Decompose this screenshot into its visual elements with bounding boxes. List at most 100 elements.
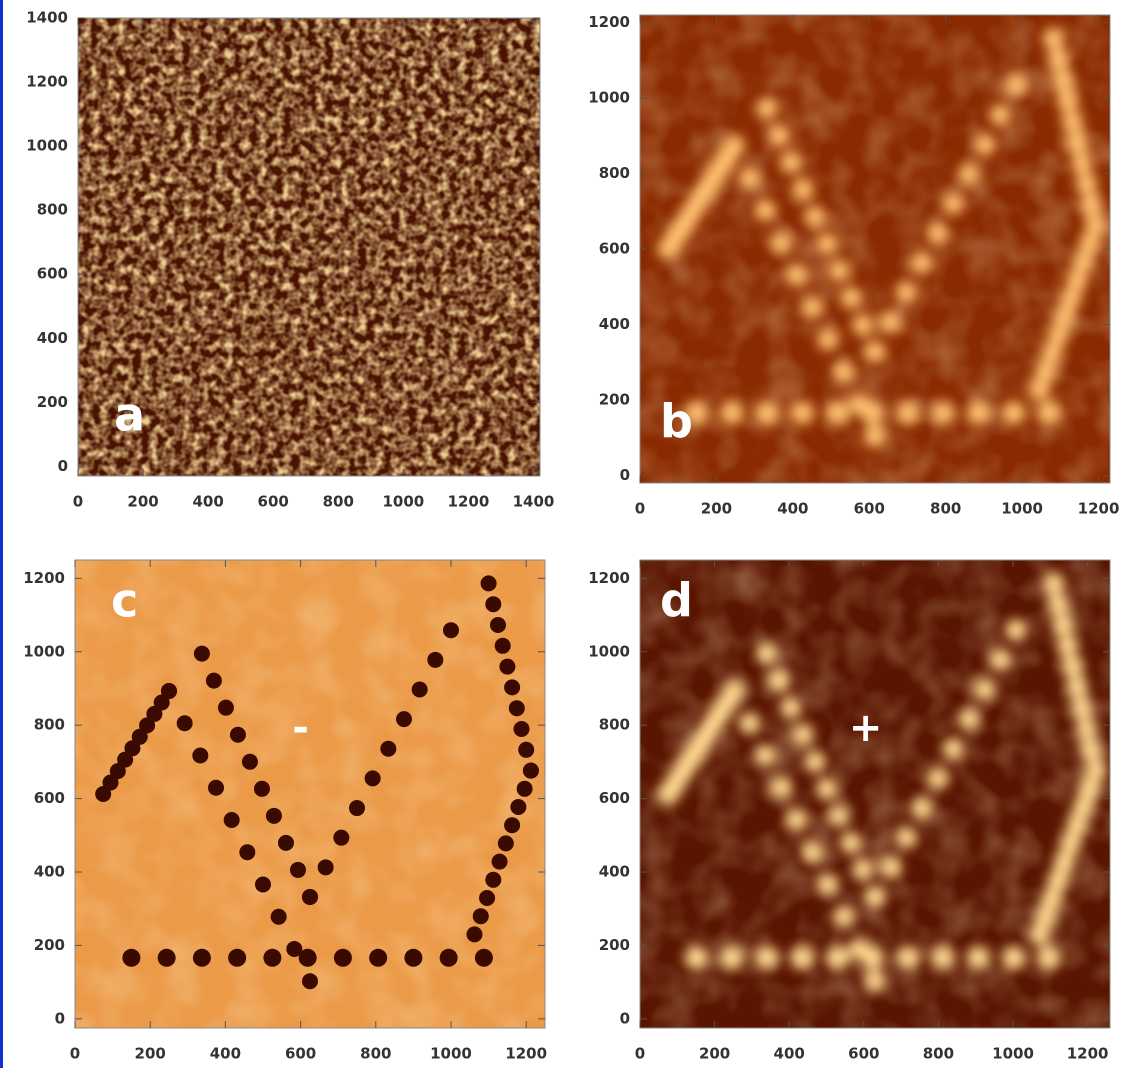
x-tick-label: 200: [135, 1045, 166, 1063]
pattern-dot: [518, 742, 534, 758]
x-tick-label: 800: [930, 500, 961, 518]
panel-label: d: [660, 574, 693, 628]
pattern-dot: [239, 844, 255, 860]
x-tick-label: 800: [923, 1045, 954, 1063]
pattern-dot: [739, 167, 761, 189]
y-tick-label: 1200: [588, 13, 630, 31]
x-tick-label: 400: [192, 493, 223, 511]
pattern-dot: [770, 232, 792, 254]
scan-image: [75, 560, 545, 1028]
pattern-dot: [206, 673, 222, 689]
pattern-dot: [369, 949, 387, 967]
pattern-dot: [864, 425, 886, 447]
y-tick-label: 0: [620, 466, 630, 484]
pattern-dot: [723, 135, 745, 157]
pattern-dot: [498, 835, 514, 851]
x-tick-label: 1400: [513, 493, 555, 511]
pattern-dot: [817, 873, 839, 895]
pattern-dot: [927, 767, 949, 789]
pattern-dot: [801, 296, 823, 318]
y-tick-label: 800: [599, 716, 630, 734]
pattern-dot: [1061, 656, 1083, 678]
pattern-dot: [158, 949, 176, 967]
x-tick-label: 1200: [505, 1045, 547, 1063]
pattern-dot: [299, 949, 317, 967]
pattern-dot: [754, 745, 776, 767]
annotation: -: [292, 705, 309, 751]
pattern-dot: [861, 401, 885, 425]
x-tick-label: 1000: [382, 493, 424, 511]
pattern-dot: [974, 678, 996, 700]
y-tick-label: 1400: [26, 9, 68, 27]
pattern-dot: [499, 659, 515, 675]
pattern-dot: [290, 862, 306, 878]
y-tick-label: 1000: [26, 137, 68, 155]
pattern-dot: [1076, 173, 1098, 195]
x-tick-label: 1200: [448, 493, 490, 511]
pattern-dot: [792, 724, 814, 746]
pattern-dot: [161, 683, 177, 699]
y-tick-label: 600: [599, 789, 630, 807]
image-texture: [78, 18, 540, 476]
pattern-dot: [895, 827, 917, 849]
y-tick-label: 600: [37, 265, 68, 283]
pattern-dot: [931, 401, 955, 425]
pattern-dot: [825, 946, 849, 970]
x-tick-label: 1200: [1078, 500, 1120, 518]
pattern-dot: [427, 652, 443, 668]
pattern-dot: [861, 946, 885, 970]
pattern-dot: [880, 856, 902, 878]
pattern-dot: [768, 125, 790, 147]
x-tick-label: 1000: [992, 1045, 1034, 1063]
y-tick-label: 800: [34, 716, 65, 734]
pattern-dot: [266, 808, 282, 824]
pattern-dot: [684, 946, 708, 970]
pattern-dot: [224, 812, 240, 828]
pattern-dot: [1005, 619, 1027, 641]
pattern-dot: [864, 341, 886, 363]
y-tick-label: 200: [37, 393, 68, 411]
pattern-dot: [966, 401, 990, 425]
x-tick-label: 0: [70, 1045, 80, 1063]
pattern-dot: [989, 104, 1011, 126]
panel-label: a: [114, 388, 145, 442]
pattern-dot: [1066, 131, 1088, 153]
pattern-dot: [271, 909, 287, 925]
pattern-dot: [896, 401, 920, 425]
pattern-dot: [790, 401, 814, 425]
pattern-dot: [780, 697, 802, 719]
pattern-dot: [380, 741, 396, 757]
pattern-dot: [790, 946, 814, 970]
pattern-dot: [833, 906, 855, 928]
x-tick-label: 1200: [1067, 1045, 1109, 1063]
pattern-dot: [509, 700, 525, 716]
pattern-dot: [931, 946, 955, 970]
pattern-dot: [479, 890, 495, 906]
figure: 0 200 400 600 800 1000 1200 1400 0 200 400 600 800 10…: [0, 0, 1124, 1068]
pattern-dot: [510, 799, 526, 815]
pattern-dot: [786, 809, 808, 831]
pattern-dot: [365, 770, 381, 786]
pattern-dot: [302, 889, 318, 905]
scan-image: [78, 18, 540, 476]
x-tick-label: 400: [774, 1045, 805, 1063]
pattern-dot: [864, 970, 886, 992]
pattern-dot: [193, 949, 211, 967]
panel-label: c: [111, 574, 138, 628]
pattern-dot: [974, 133, 996, 155]
y-tick-label: 0: [58, 457, 68, 475]
x-tick-label: 1000: [430, 1045, 472, 1063]
pattern-dot: [517, 781, 533, 797]
y-tick-label: 400: [599, 863, 630, 881]
pattern-dot: [756, 643, 778, 665]
y-tick-label: 1200: [23, 569, 65, 587]
pattern-dot: [1043, 572, 1065, 594]
pattern-dot: [833, 361, 855, 383]
y-tick-label: 400: [599, 315, 630, 333]
x-tick-label: 200: [701, 500, 732, 518]
pattern-dot: [852, 314, 874, 336]
pattern-dot: [485, 596, 501, 612]
pattern-dot: [218, 700, 234, 716]
pattern-dot: [989, 649, 1011, 671]
pattern-dot: [1043, 27, 1065, 49]
